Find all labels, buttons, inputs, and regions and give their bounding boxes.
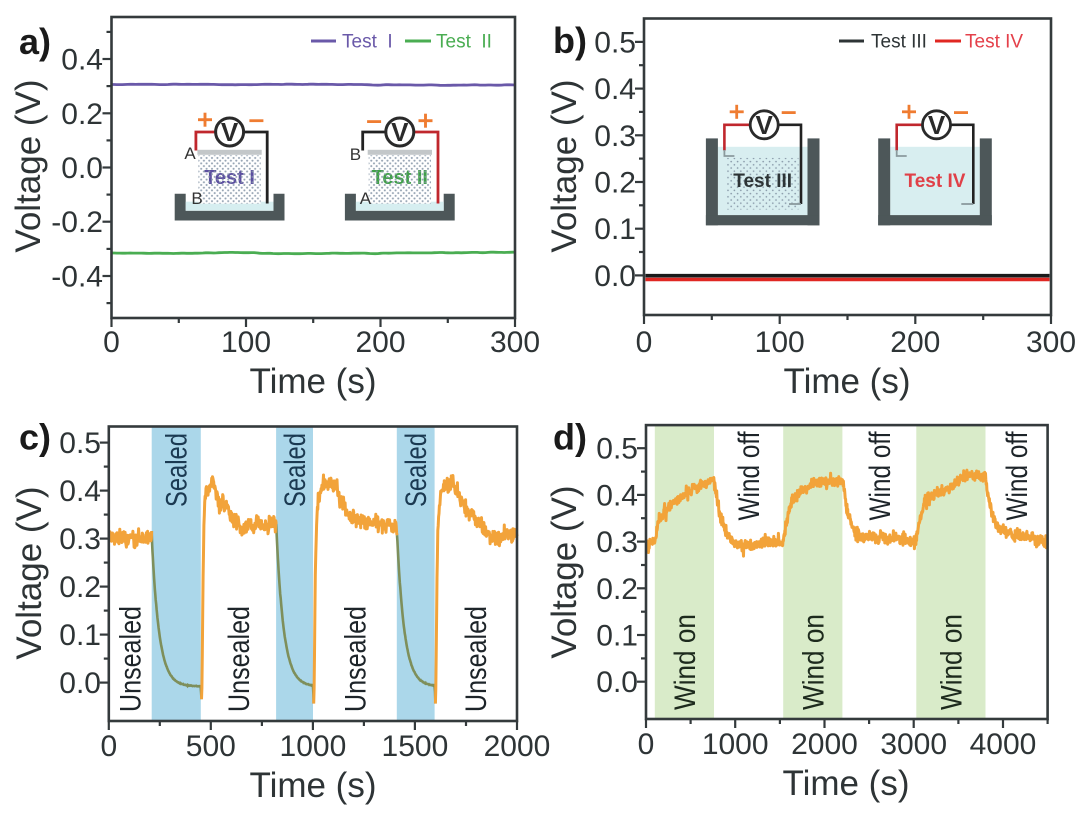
svg-text:200: 200	[355, 326, 405, 359]
svg-text:-0.4: -0.4	[51, 261, 103, 294]
svg-text:300: 300	[1026, 326, 1076, 359]
svg-text:Sealed: Sealed	[161, 433, 194, 507]
svg-text:0.1: 0.1	[59, 619, 101, 652]
svg-text:0.5: 0.5	[594, 26, 636, 59]
svg-text:4000: 4000	[970, 728, 1037, 761]
svg-text:300: 300	[490, 326, 540, 359]
svg-text:0.0: 0.0	[61, 152, 103, 185]
svg-text:Test II: Test II	[436, 32, 492, 53]
svg-text:Sealed: Sealed	[279, 433, 312, 507]
svg-text:B: B	[191, 189, 202, 208]
svg-text:Test IV: Test IV	[905, 171, 966, 192]
svg-text:100: 100	[755, 326, 805, 359]
svg-text:Time (s): Time (s)	[249, 766, 376, 805]
svg-text:100: 100	[221, 326, 271, 359]
svg-text:0.2: 0.2	[596, 573, 638, 606]
svg-text:V: V	[391, 117, 409, 147]
svg-text:0.2: 0.2	[594, 167, 636, 200]
svg-text:c): c)	[19, 417, 51, 458]
svg-text:1000: 1000	[702, 728, 769, 761]
svg-text:Voltage (V): Voltage (V)	[545, 485, 584, 658]
svg-text:0.4: 0.4	[61, 44, 103, 77]
svg-text:V: V	[928, 110, 946, 140]
svg-text:Wind on: Wind on	[797, 614, 830, 710]
svg-text:-0.2: -0.2	[51, 206, 103, 239]
svg-text:0.3: 0.3	[596, 526, 638, 559]
svg-text:Wind on: Wind on	[669, 614, 702, 710]
svg-text:1000: 1000	[280, 730, 347, 763]
svg-text:0.5: 0.5	[596, 433, 638, 466]
svg-text:1500: 1500	[382, 730, 449, 763]
svg-text:200: 200	[890, 326, 940, 359]
svg-text:0.5: 0.5	[59, 427, 101, 460]
svg-text:a): a)	[19, 21, 51, 62]
svg-text:Unsealed: Unsealed	[460, 606, 493, 712]
svg-text:A: A	[360, 189, 372, 208]
svg-text:0.4: 0.4	[59, 475, 101, 508]
svg-text:Time (s): Time (s)	[783, 362, 910, 401]
svg-text:A: A	[184, 144, 196, 163]
svg-text:0.2: 0.2	[61, 98, 103, 131]
svg-text:Unsealed: Unsealed	[114, 606, 147, 712]
svg-text:Wind off: Wind off	[733, 431, 766, 521]
svg-text:Voltage (V): Voltage (V)	[10, 486, 49, 659]
svg-text:0.0: 0.0	[59, 667, 101, 700]
svg-text:0.4: 0.4	[596, 479, 638, 512]
svg-text:0: 0	[636, 326, 653, 359]
svg-text:Wind off: Wind off	[864, 431, 897, 521]
svg-text:2000: 2000	[484, 730, 551, 763]
svg-text:Voltage (V): Voltage (V)	[9, 79, 48, 252]
svg-text:d): d)	[553, 417, 587, 458]
svg-text:3000: 3000	[880, 728, 947, 761]
svg-text:V: V	[221, 117, 239, 147]
svg-text:Unsealed: Unsealed	[223, 606, 256, 712]
svg-text:0.0: 0.0	[594, 260, 636, 293]
svg-text:0: 0	[103, 326, 120, 359]
svg-text:2000: 2000	[791, 728, 858, 761]
svg-text:Wind on: Wind on	[935, 614, 968, 710]
svg-text:b): b)	[553, 20, 587, 61]
svg-text:0: 0	[638, 728, 655, 761]
svg-text:Time (s): Time (s)	[782, 764, 909, 803]
svg-text:Unsealed: Unsealed	[339, 606, 372, 712]
svg-text:500: 500	[186, 730, 236, 763]
svg-text:Test III: Test III	[871, 32, 927, 53]
svg-text:0.2: 0.2	[59, 571, 101, 604]
svg-text:0.3: 0.3	[59, 523, 101, 556]
svg-text:0.1: 0.1	[596, 620, 638, 653]
svg-text:Test IV: Test IV	[965, 32, 1023, 53]
svg-text:B: B	[350, 145, 361, 164]
svg-text:V: V	[756, 110, 774, 140]
svg-text:Sealed: Sealed	[400, 433, 433, 507]
svg-text:Wind off: Wind off	[1001, 431, 1034, 521]
svg-text:0.4: 0.4	[594, 73, 636, 106]
svg-text:0.1: 0.1	[594, 213, 636, 246]
svg-text:0.0: 0.0	[596, 666, 638, 699]
svg-text:Test III: Test III	[733, 171, 792, 192]
svg-text:0.3: 0.3	[594, 120, 636, 153]
svg-text:Test I: Test I	[342, 32, 393, 53]
svg-text:Time (s): Time (s)	[249, 362, 376, 401]
svg-text:0: 0	[100, 730, 117, 763]
svg-text:Voltage (V): Voltage (V)	[545, 79, 584, 252]
